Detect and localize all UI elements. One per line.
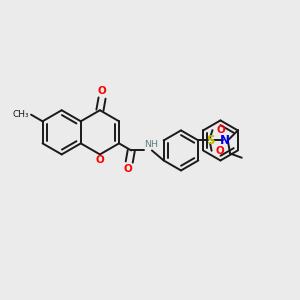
- Text: CH₃: CH₃: [13, 110, 30, 119]
- Text: O: O: [95, 155, 104, 165]
- Text: O: O: [123, 164, 132, 174]
- Text: O: O: [98, 86, 106, 96]
- Text: S: S: [206, 134, 214, 147]
- Text: NH: NH: [144, 140, 158, 149]
- Text: O: O: [215, 146, 224, 156]
- Text: N: N: [220, 134, 230, 147]
- Text: O: O: [216, 125, 225, 135]
